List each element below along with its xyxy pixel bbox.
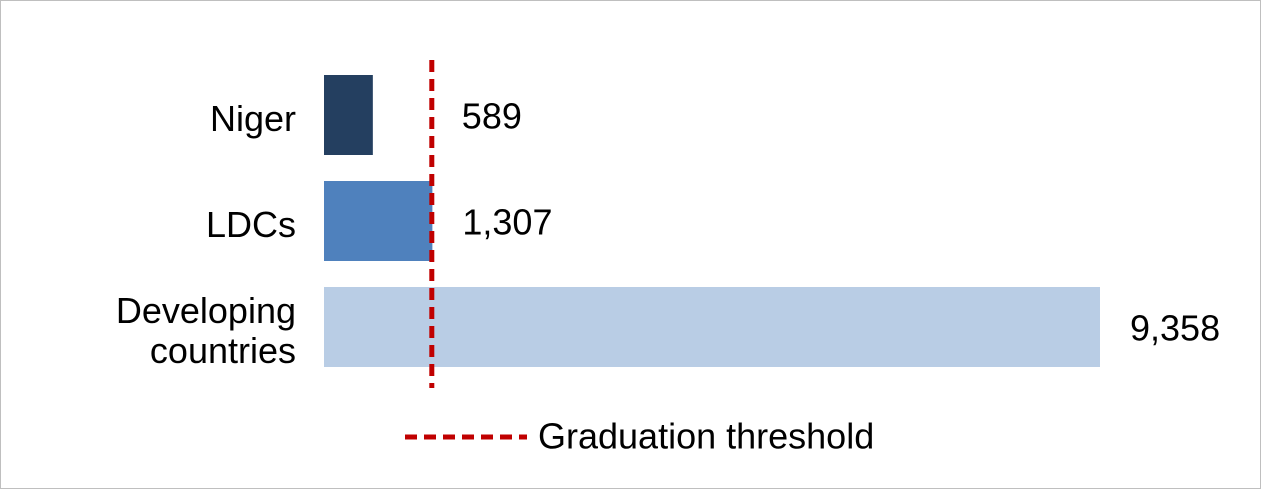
- value-label: 1,307: [462, 202, 552, 243]
- bar: [324, 75, 373, 155]
- value-label: 589: [462, 96, 522, 137]
- category-label: Niger: [209, 98, 296, 139]
- category-label: Developing countries: [115, 290, 296, 371]
- category-label: LDCs: [205, 204, 296, 245]
- value-label: 9,358: [1130, 308, 1220, 349]
- bar: [324, 181, 433, 261]
- bar: [324, 287, 1100, 367]
- legend-label: Graduation threshold: [538, 416, 874, 457]
